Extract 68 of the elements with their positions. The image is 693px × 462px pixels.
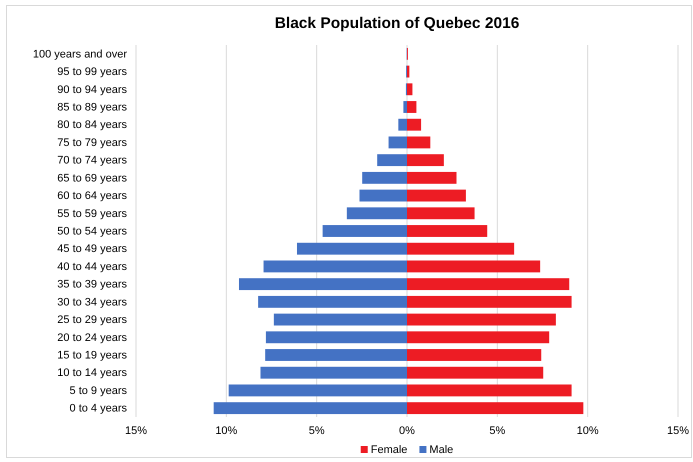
y-tick-label: 35 to 39 years (57, 278, 128, 291)
bar (264, 260, 407, 272)
bar (266, 331, 407, 344)
bar (265, 349, 407, 361)
y-tick-label: 30 to 34 years (57, 296, 128, 308)
y-tick-label: 10 to 14 years (57, 367, 128, 380)
bar (214, 402, 407, 414)
y-tick-label: 55 to 59 years (57, 208, 128, 220)
y-tick-label: 0 to 4 years (70, 402, 128, 415)
x-tick-label: 10% (576, 424, 599, 437)
bar (258, 296, 407, 308)
bar (359, 190, 407, 202)
y-tick-label: 80 to 84 years (57, 119, 128, 132)
y-tick-label: 100 years and over (32, 48, 128, 60)
y-tick-label: 15 to 19 years (57, 350, 128, 362)
bar (403, 101, 407, 113)
x-tick-label: 0% (399, 424, 416, 437)
bar (274, 314, 407, 326)
y-tick-label: 70 to 74 years (57, 154, 128, 167)
x-tick-label: 5% (308, 424, 325, 437)
y-tick-label: 75 to 79 years (57, 136, 128, 149)
bar (407, 366, 544, 379)
x-tick-label: 15% (666, 424, 690, 437)
bar (407, 349, 542, 361)
bar (407, 402, 584, 414)
bar (407, 101, 416, 113)
y-tick-label: 60 to 64 years (57, 190, 128, 202)
bar (407, 314, 556, 326)
y-tick-label: 40 to 44 years (57, 260, 128, 273)
bar (407, 136, 430, 148)
bar (228, 384, 407, 396)
bar (388, 136, 407, 148)
bar (407, 190, 466, 202)
bar (407, 278, 570, 290)
bar (407, 260, 540, 272)
y-tick-label: 25 to 29 years (57, 314, 128, 326)
bar (346, 207, 407, 220)
legend-label: Male (429, 444, 454, 456)
bar (377, 154, 407, 166)
bar (322, 225, 407, 237)
bar (260, 366, 407, 379)
bar (238, 278, 407, 290)
bar (407, 172, 457, 184)
bar (407, 225, 488, 237)
bar (407, 296, 572, 308)
x-tick-label: 5% (489, 424, 506, 437)
y-tick-label: 65 to 69 years (57, 172, 128, 184)
legend-label: Female (370, 444, 408, 456)
bar (407, 207, 475, 220)
bar (407, 83, 412, 96)
y-tick-label: 85 to 89 years (57, 102, 128, 114)
y-tick-label: 95 to 99 years (57, 66, 128, 78)
bar (407, 242, 514, 255)
bar (362, 172, 407, 184)
chart-title: Black Population of Quebec 2016 (274, 15, 520, 32)
bar (407, 331, 550, 344)
y-tick-label: 5 to 9 years (70, 384, 128, 397)
bar (407, 154, 444, 166)
y-tick-label: 90 to 94 years (57, 84, 128, 96)
y-tick-label: 45 to 49 years (57, 243, 128, 256)
bar (398, 118, 407, 131)
bar (407, 118, 422, 131)
x-tick-label: 10% (215, 424, 238, 437)
y-tick-label: 20 to 24 years (57, 332, 128, 344)
bar (407, 384, 572, 396)
x-tick-label: 15% (124, 424, 148, 437)
bar (296, 242, 407, 255)
y-tick-label: 50 to 54 years (57, 226, 128, 238)
